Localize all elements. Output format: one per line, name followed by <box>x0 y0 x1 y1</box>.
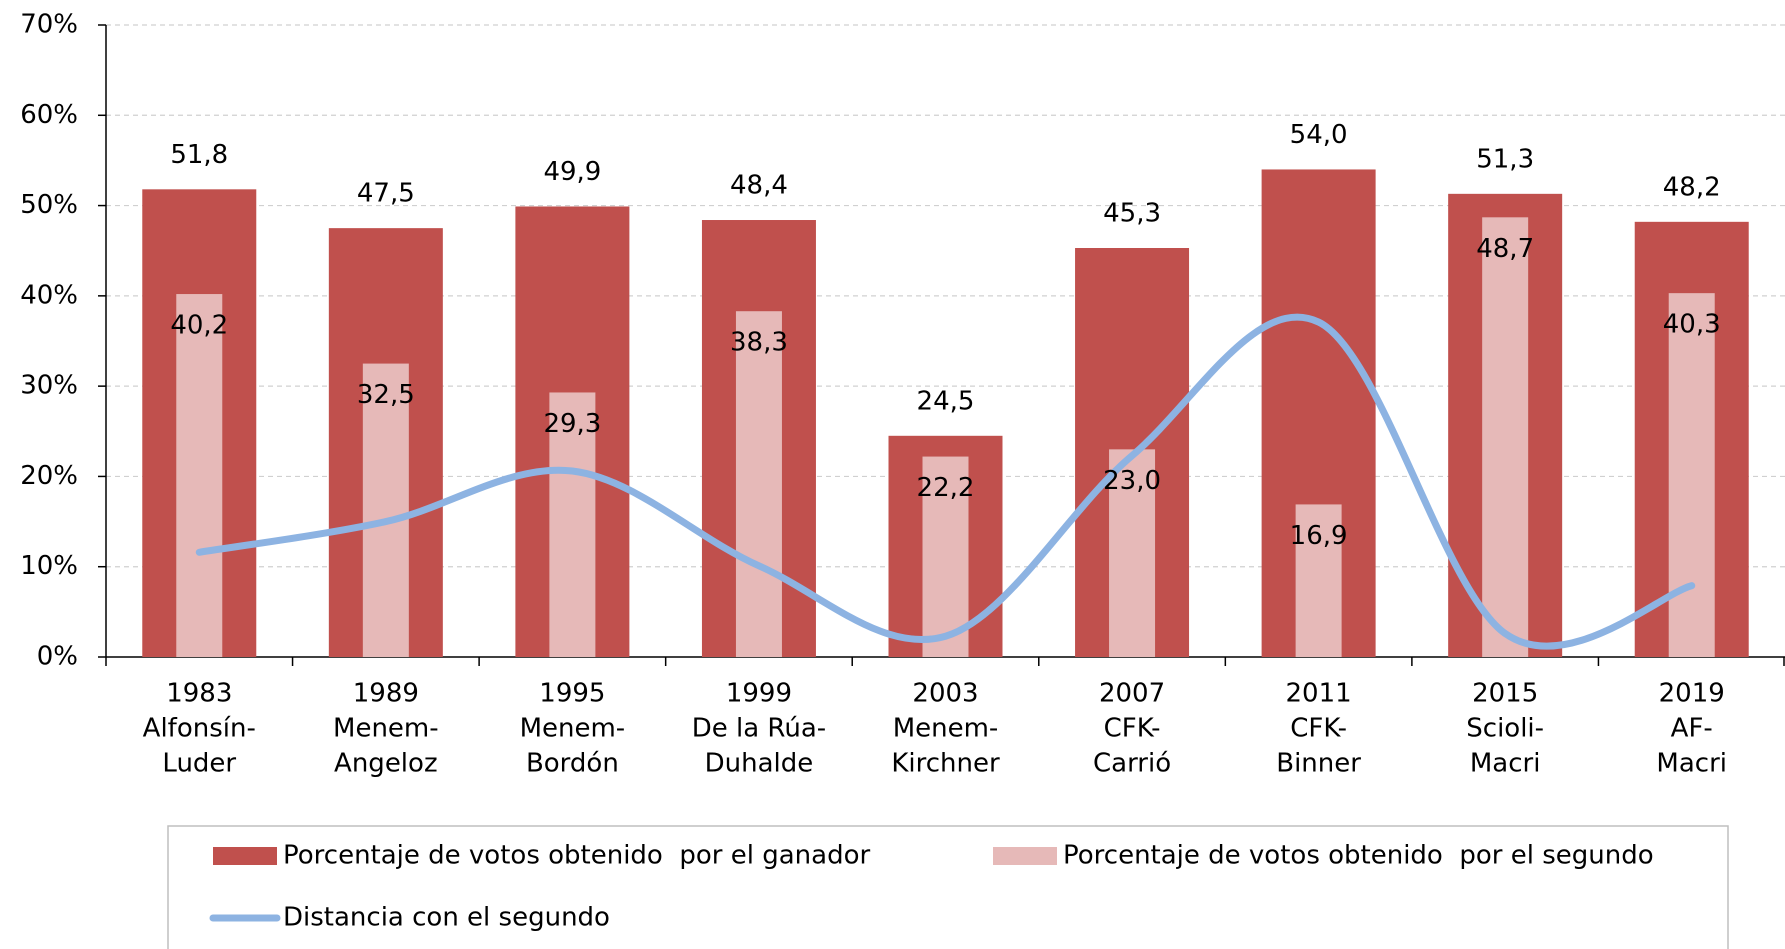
x-tick-label: Macri <box>1470 749 1541 779</box>
data-label: 23,0 <box>1103 466 1161 496</box>
x-tick-label: De la Rúa- <box>692 714 826 744</box>
y-tick-label: 0% <box>37 642 78 672</box>
y-tick-label: 30% <box>20 371 78 401</box>
x-tick-label: CFK- <box>1290 714 1347 744</box>
x-tick-label: Macri <box>1656 749 1727 779</box>
y-tick-label: 10% <box>20 551 78 581</box>
x-tick-label: 1999 <box>726 679 792 709</box>
y-tick-label: 40% <box>20 280 78 310</box>
data-label: 16,9 <box>1290 521 1348 551</box>
data-label: 51,3 <box>1476 144 1534 174</box>
x-tick-label: Luder <box>162 749 236 779</box>
data-label: 49,9 <box>543 157 601 187</box>
x-tick-label: Carrió <box>1093 749 1171 779</box>
x-tick-label: Angeloz <box>334 749 438 779</box>
bar <box>1668 293 1715 657</box>
y-tick-label: 70% <box>20 10 78 40</box>
bar <box>735 311 782 657</box>
x-tick-label: Bordón <box>526 749 619 779</box>
x-tick-label: Menem- <box>520 714 626 744</box>
x-tick-label: CFK- <box>1104 714 1161 744</box>
x-tick-label: 1983 <box>166 679 232 709</box>
data-label: 22,2 <box>917 473 975 503</box>
data-label: 48,2 <box>1663 172 1721 202</box>
x-tick-label: 2019 <box>1659 679 1725 709</box>
bar <box>1482 217 1529 657</box>
x-tick-label: Kirchner <box>891 749 1000 779</box>
data-label: 48,4 <box>730 171 788 201</box>
y-tick-label: 20% <box>20 461 78 491</box>
data-label: 40,3 <box>1663 310 1721 340</box>
y-tick-label: 60% <box>20 100 78 130</box>
x-tick-label: 2003 <box>912 679 978 709</box>
legend-label: Porcentaje de votos obtenido por el gana… <box>283 841 870 871</box>
x-tick-label: Menem- <box>333 714 439 744</box>
x-tick-label: 2015 <box>1472 679 1538 709</box>
data-label: 47,5 <box>357 179 415 209</box>
data-label: 38,3 <box>730 328 788 358</box>
legend-swatch <box>993 847 1057 865</box>
legend-label: Distancia con el segundo <box>283 903 610 933</box>
x-tick-label: Duhalde <box>705 749 814 779</box>
x-tick-label: 2011 <box>1286 679 1352 709</box>
bar <box>922 456 969 657</box>
data-label: 54,0 <box>1290 120 1348 150</box>
bar <box>549 392 596 657</box>
data-label: 51,8 <box>170 140 228 170</box>
x-tick-label: Alfonsín- <box>143 714 256 744</box>
bar <box>1295 504 1342 657</box>
x-tick-label: Scioli- <box>1466 714 1544 744</box>
x-tick-label: 2007 <box>1099 679 1165 709</box>
data-label: 45,3 <box>1103 199 1161 229</box>
bar <box>1109 449 1156 657</box>
line <box>195 313 1696 650</box>
x-tick-label: Menem- <box>893 714 999 744</box>
data-label: 24,5 <box>917 386 975 416</box>
legend-swatch <box>213 847 277 865</box>
x-tick-label: 1989 <box>353 679 419 709</box>
data-label: 40,2 <box>170 311 228 341</box>
y-tick-label: 50% <box>20 190 78 220</box>
legend-label: Porcentaje de votos obtenido por el segu… <box>1063 841 1654 871</box>
x-tick-label: 1995 <box>539 679 605 709</box>
bar <box>176 294 223 657</box>
legend-box <box>167 825 1729 949</box>
data-label: 29,3 <box>543 409 601 439</box>
data-label: 32,5 <box>357 380 415 410</box>
x-tick-label: Binner <box>1276 749 1361 779</box>
bar <box>362 363 409 657</box>
data-label: 48,7 <box>1476 234 1534 264</box>
x-tick-label: AF- <box>1671 714 1713 744</box>
